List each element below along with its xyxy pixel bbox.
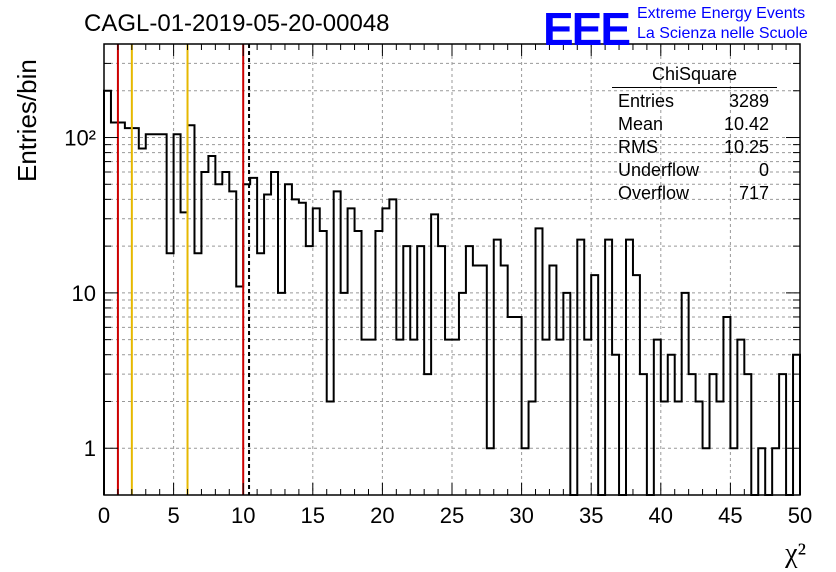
stats-row-entries: Entries 3289: [612, 90, 777, 113]
y-axis-label: Entries/bin: [12, 59, 42, 182]
y-tick-label: 1: [84, 436, 96, 461]
run-title: CAGL-01-2019-05-20-00048: [84, 10, 390, 37]
x-tick-label: 20: [370, 503, 394, 528]
logo-caption: Extreme Energy Events La Scienza nelle S…: [637, 4, 808, 44]
y-tick-label: 10: [72, 281, 96, 306]
x-tick-label: 25: [440, 503, 464, 528]
stats-row-overflow: Overflow 717: [612, 182, 777, 205]
histogram-outline: [103, 89, 801, 496]
x-tick-label: 10: [231, 503, 255, 528]
stats-value: 10.25: [723, 137, 769, 157]
stats-label: Entries: [618, 91, 675, 111]
x-tick-label: 40: [649, 503, 673, 528]
x-axis-label: χ²: [785, 538, 806, 569]
stats-label: Underflow: [618, 160, 700, 180]
logo-caption-line2: La Scienza nelle Scuole: [637, 25, 808, 42]
x-tick-label: 50: [788, 503, 812, 528]
x-tick-label: 30: [509, 503, 533, 528]
x-tick-label: 45: [718, 503, 742, 528]
eee-logo: EEE: [543, 3, 631, 55]
x-tick-label: 0: [98, 503, 110, 528]
x-tick-label: 5: [167, 503, 179, 528]
stats-label: Mean: [618, 114, 664, 134]
x-tick-label: 35: [579, 503, 603, 528]
stats-value: 0: [758, 160, 769, 180]
x-tick-label: 15: [301, 503, 325, 528]
stats-label: Overflow: [618, 183, 690, 203]
logo-caption-line1: Extreme Energy Events: [637, 5, 806, 22]
stats-title: ChiSquare: [612, 64, 777, 88]
stats-label: RMS: [618, 137, 658, 157]
stats-row-mean: Mean 10.42: [612, 113, 777, 136]
y-tick-label: 10²: [64, 126, 96, 151]
stats-value: 717: [738, 183, 769, 203]
stats-row-underflow: Underflow 0: [612, 159, 777, 182]
stats-box: ChiSquare Entries 3289 Mean 10.42 RMS 10…: [612, 64, 777, 205]
stats-value: 10.42: [723, 114, 769, 134]
stats-value: 3289: [728, 91, 769, 111]
stats-row-rms: RMS 10.25: [612, 136, 777, 159]
